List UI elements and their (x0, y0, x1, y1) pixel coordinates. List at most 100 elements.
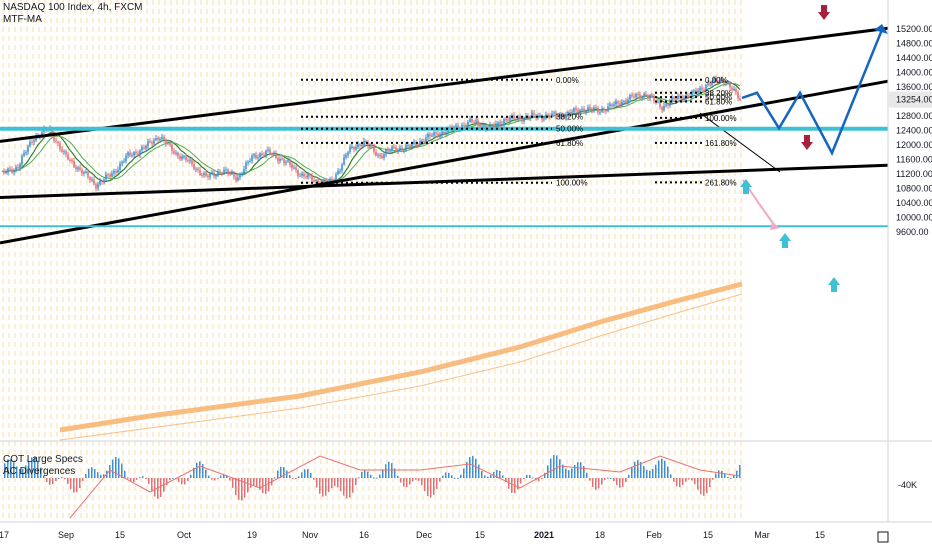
candle-body (569, 112, 571, 114)
cot-bar (727, 476, 729, 478)
candle-body (185, 156, 187, 161)
candle-body (205, 172, 207, 177)
candle-body (93, 179, 95, 184)
candle-body (597, 107, 599, 113)
cot-bar (460, 474, 462, 478)
cot-bar (376, 477, 378, 479)
cot-bar (679, 478, 681, 488)
cot-bar (295, 478, 297, 479)
cot-bar (238, 478, 240, 500)
candle-body (257, 156, 259, 159)
candle-body (105, 174, 107, 180)
cot-bar (604, 478, 606, 481)
cot-bar (472, 455, 474, 478)
candle-body (219, 171, 221, 173)
candle-body (467, 121, 469, 127)
candle-body (471, 119, 473, 122)
cot-bar (301, 472, 303, 478)
cot-bar (139, 477, 141, 479)
candle-body (533, 112, 535, 115)
cot-bar (526, 474, 528, 478)
candle-body (323, 181, 325, 183)
candle-body (391, 146, 393, 151)
cot-bar (433, 478, 435, 495)
candle-body (203, 172, 205, 176)
cot-bar (358, 477, 360, 479)
cot-bar (505, 478, 507, 483)
candle-body (653, 96, 655, 102)
candle-body (579, 109, 581, 113)
candle-body (329, 179, 331, 182)
candle-body (163, 137, 165, 141)
candle-body (581, 109, 583, 111)
cot-bar (454, 477, 456, 479)
long-support-line (0, 163, 889, 200)
cot-bar (436, 478, 438, 489)
cot-bar (316, 478, 318, 488)
candle-body (127, 152, 129, 156)
candle-body (613, 104, 615, 107)
candle-body (201, 174, 203, 176)
candle-body (81, 169, 83, 174)
candle-body (103, 179, 105, 182)
cot-bar (115, 456, 117, 478)
candle-body (705, 85, 707, 91)
candle-body (109, 174, 111, 177)
candle-body (417, 144, 419, 146)
cot-bar (547, 465, 549, 478)
candle-body (495, 123, 497, 127)
candle-body (563, 116, 565, 119)
cot-bar (256, 478, 258, 487)
candle-body (665, 104, 667, 106)
cot-bar (556, 455, 558, 478)
cot-bar (310, 472, 312, 478)
cot-bar (628, 474, 630, 478)
candle-body (77, 167, 79, 170)
cot-bar (685, 478, 687, 482)
cot-bar (421, 478, 423, 486)
cot-bar (601, 478, 603, 485)
candle-body (433, 132, 435, 136)
candle-body (21, 156, 23, 165)
fibonacci-levels: 0.00%38.20%50.00%61.80%100.00%0.00%38.20… (301, 76, 737, 188)
candle-body (701, 87, 703, 90)
candle-body (575, 108, 577, 111)
candle-body (51, 128, 53, 134)
candle-body (299, 175, 301, 177)
cot-bar (475, 458, 477, 478)
candle-body (13, 169, 15, 173)
fib-recent-label: 100.00% (705, 114, 737, 123)
cot-bar (187, 478, 189, 481)
candle-body (547, 114, 549, 116)
candle-body (101, 180, 103, 182)
cot-bar (538, 478, 540, 482)
candle-body (131, 155, 133, 157)
cot-bar (700, 478, 702, 495)
cot-bar (325, 478, 327, 496)
cot-bar (448, 472, 450, 478)
cot-bar (103, 474, 105, 478)
candle-body (509, 116, 511, 121)
cot-bar (640, 462, 642, 478)
candle-body (69, 159, 71, 161)
candle-body (567, 112, 569, 115)
candle-body (283, 159, 285, 163)
candle-body (615, 101, 617, 105)
cot-bar (172, 477, 174, 479)
cot-bar (541, 478, 543, 479)
candle-body (561, 114, 563, 117)
time-tick-label: 18 (595, 530, 605, 540)
cot-bar (445, 472, 447, 478)
candle-body (259, 153, 261, 157)
cot-bar (253, 478, 255, 486)
candle-body (497, 122, 499, 124)
cot-bar (721, 470, 723, 478)
candle-body (465, 125, 467, 127)
cot-bar (190, 474, 192, 478)
cot-bar (202, 464, 204, 478)
cot-bar (382, 469, 384, 478)
candle-body (167, 142, 169, 144)
cot-bar (487, 476, 489, 478)
cot-bar (598, 478, 600, 489)
